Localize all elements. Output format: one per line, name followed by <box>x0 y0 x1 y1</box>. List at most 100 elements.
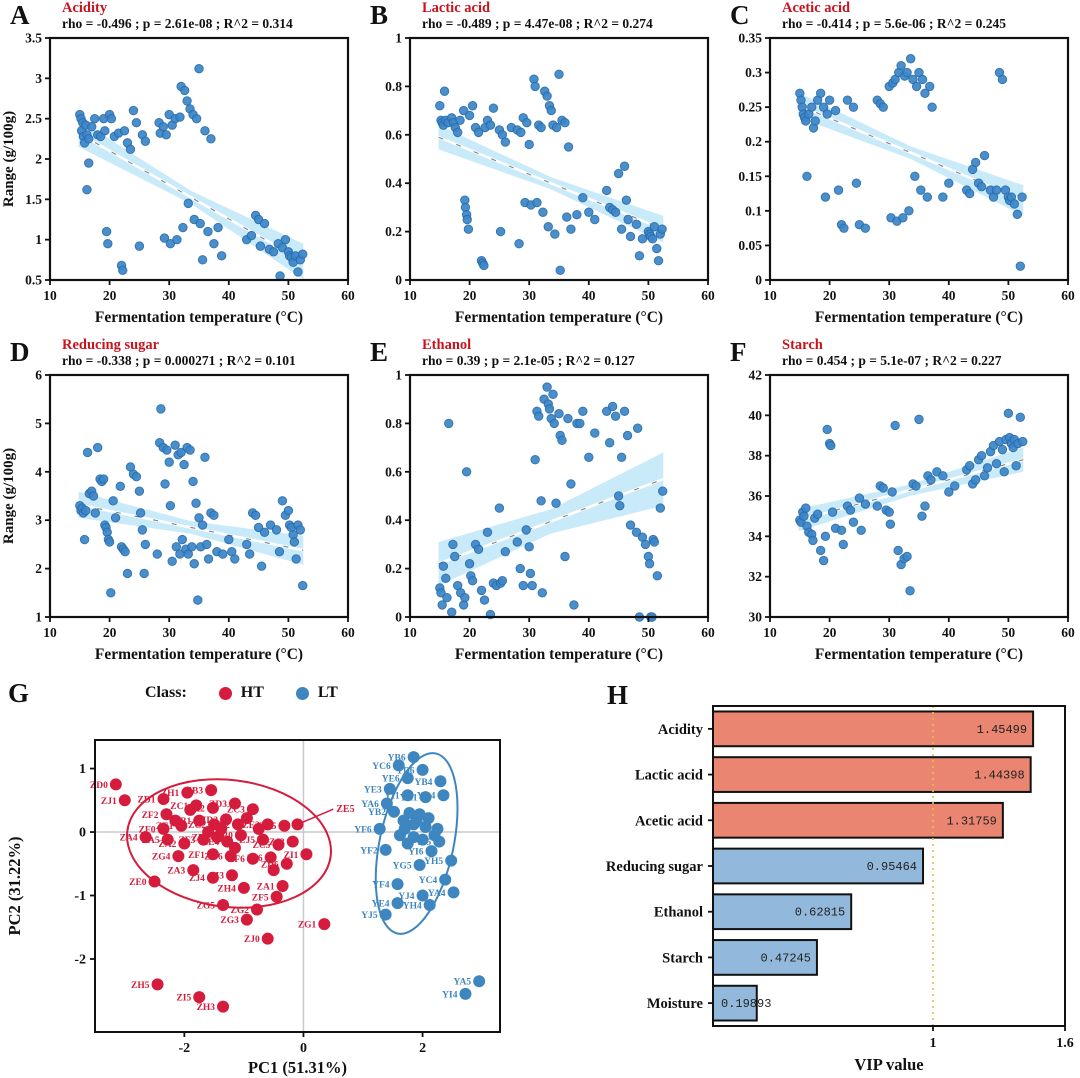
scatter-plot-lactic-acid: 10 20 30 40 50 60 1 0.8 0.6 0.4 0.2 0 Fermentation t… <box>385 32 715 326</box>
svg-text:50: 50 <box>282 625 296 640</box>
svg-text:ZG6: ZG6 <box>204 853 223 863</box>
svg-text:ZJ0: ZJ0 <box>244 935 260 945</box>
panel-starch: F Starch rho = 0.454 ; p = 5.1e-07 ; R^2… <box>720 337 1080 674</box>
legend-label-lt: LT <box>317 684 338 701</box>
panel-title-acidity: Acidity <box>62 0 108 16</box>
svg-text:0.35: 0.35 <box>738 32 762 46</box>
svg-text:1.5: 1.5 <box>25 192 42 207</box>
svg-text:50: 50 <box>1002 288 1016 303</box>
scatter-plot-acetic-acid: 10 20 30 40 50 60 0.35 0.3 0.25 0.2 0.15 0.1 0.05 0 Fe… <box>738 32 1075 326</box>
panel-stats-lactic-acid: rho = -0.489 ; p = 4.47e-08 ; R^2 = 0.27… <box>422 16 653 31</box>
svg-text:0.4: 0.4 <box>385 176 402 191</box>
svg-text:ZE3: ZE3 <box>242 821 260 831</box>
svg-text:30: 30 <box>162 625 176 640</box>
scatter-plot-starch: 10 20 30 40 50 60 42 40 38 36 34 32 30 Fermentation t… <box>749 369 1076 663</box>
panel-acidity: A Acidity rho = -0.496 ; p = 2.61e-08 ; … <box>0 0 360 337</box>
svg-text:ZA1: ZA1 <box>257 883 275 893</box>
svg-text:5: 5 <box>35 416 42 431</box>
svg-text:1: 1 <box>35 232 42 247</box>
panel-letter-b: B <box>370 0 389 30</box>
svg-text:1: 1 <box>35 610 42 625</box>
svg-text:YA5: YA5 <box>454 978 472 988</box>
panel-stats-ethanol: rho = 0.39 ; p = 2.1e-05 ; R^2 = 0.127 <box>422 353 635 368</box>
svg-text:PC2 (31.22%): PC2 (31.22%) <box>5 837 24 936</box>
svg-text:60: 60 <box>701 288 715 303</box>
svg-text:30: 30 <box>749 610 763 625</box>
svg-text:ZG1: ZG1 <box>298 921 317 931</box>
svg-text:60: 60 <box>341 288 355 303</box>
legend-label-ht: HT <box>240 684 264 701</box>
svg-text:0: 0 <box>395 273 402 288</box>
svg-text:ZH5: ZH5 <box>131 981 150 991</box>
svg-text:0: 0 <box>395 610 402 625</box>
panel-title-acetic-acid: Acetic acid <box>782 0 851 16</box>
svg-text:ZD0: ZD0 <box>90 781 108 791</box>
svg-text:ZB1: ZB1 <box>174 817 192 827</box>
svg-text:YJ4: YJ4 <box>398 892 415 902</box>
panel-acetic-acid: C Acetic acid rho = -0.414 ; p = 5.6e-06… <box>720 0 1080 337</box>
svg-text:20: 20 <box>103 625 117 640</box>
svg-text:ZD6: ZD6 <box>261 860 279 870</box>
svg-text:0.2: 0.2 <box>385 561 402 576</box>
svg-text:Range (g/100g): Range (g/100g) <box>1 448 17 544</box>
panel-stats-acetic-acid: rho = -0.414 ; p = 5.6e-06 ; R^2 = 0.245 <box>782 16 1007 31</box>
svg-text:Range (g/100g): Range (g/100g) <box>1 111 17 207</box>
svg-text:YI1: YI1 <box>384 792 400 802</box>
panel-stats-acidity: rho = -0.496 ; p = 2.61e-08 ; R^2 = 0.31… <box>62 16 293 31</box>
svg-text:60: 60 <box>341 625 355 640</box>
panel-stats-reducing-sugar: rho = -0.338 ; p = 0.000271 ; R^2 = 0.10… <box>62 353 296 368</box>
svg-text:10: 10 <box>403 625 417 640</box>
legend-title: Class: <box>145 684 187 701</box>
svg-text:ZI5: ZI5 <box>176 994 191 1004</box>
svg-text:2.5: 2.5 <box>25 111 42 126</box>
svg-text:Fermentation temperature (°C): Fermentation temperature (°C) <box>455 309 663 326</box>
svg-text:ZE2: ZE2 <box>192 834 210 844</box>
svg-text:ZF2: ZF2 <box>142 811 159 821</box>
panel-stats-starch: rho = 0.454 ; p = 5.1e-07 ; R^2 = 0.227 <box>782 353 1002 368</box>
svg-text:60: 60 <box>1061 288 1075 303</box>
svg-text:Fermentation temperature (°C): Fermentation temperature (°C) <box>815 309 1023 326</box>
svg-text:50: 50 <box>1002 625 1016 640</box>
svg-text:ZG2: ZG2 <box>231 906 250 916</box>
svg-text:ZF1: ZF1 <box>188 851 205 861</box>
svg-text:Reducing sugar: Reducing sugar <box>606 859 704 875</box>
svg-text:YC4: YC4 <box>419 876 438 886</box>
svg-text:ZJ3: ZJ3 <box>269 838 285 848</box>
svg-text:ZE0: ZE0 <box>129 878 147 888</box>
svg-text:50: 50 <box>642 625 656 640</box>
svg-text:1.44398: 1.44398 <box>974 769 1024 783</box>
svg-text:0: 0 <box>79 826 86 841</box>
svg-text:YB2: YB2 <box>368 808 386 818</box>
svg-text:ZD3: ZD3 <box>209 800 227 810</box>
svg-text:Acidity: Acidity <box>658 722 704 738</box>
svg-text:ZH3: ZH3 <box>197 1003 216 1013</box>
svg-text:40: 40 <box>942 625 956 640</box>
svg-text:YH5: YH5 <box>424 857 443 867</box>
svg-text:0.15: 0.15 <box>738 169 762 184</box>
svg-text:40: 40 <box>222 288 236 303</box>
svg-text:30: 30 <box>162 288 176 303</box>
svg-text:32: 32 <box>749 569 763 584</box>
svg-text:1.6: 1.6 <box>1056 1036 1074 1051</box>
svg-text:3.5: 3.5 <box>25 32 42 46</box>
svg-text:3: 3 <box>35 513 42 528</box>
svg-text:4: 4 <box>35 464 42 479</box>
svg-text:ZA2: ZA2 <box>158 840 176 850</box>
ht-legend-dot-icon <box>218 686 232 700</box>
svg-text:VIP value: VIP value <box>854 1055 923 1074</box>
svg-text:1: 1 <box>395 32 402 46</box>
svg-text:10: 10 <box>43 288 57 303</box>
svg-text:ZJ1: ZJ1 <box>101 797 117 807</box>
svg-text:ZE1: ZE1 <box>156 822 174 832</box>
svg-text:40: 40 <box>582 625 596 640</box>
svg-text:-1: -1 <box>74 889 86 904</box>
svg-text:0.2: 0.2 <box>745 134 762 149</box>
panel-reducing-sugar: D Reducing sugar rho = -0.338 ; p = 0.00… <box>0 337 360 674</box>
svg-text:PC1 (51.31%): PC1 (51.31%) <box>248 1058 347 1077</box>
svg-text:YF2: YF2 <box>360 846 378 856</box>
svg-text:ZD2: ZD2 <box>200 816 218 826</box>
svg-text:ZH4: ZH4 <box>217 884 236 894</box>
svg-text:0: 0 <box>755 273 762 288</box>
svg-text:YE4: YE4 <box>372 900 390 910</box>
panel-letter-g: G <box>8 678 30 708</box>
